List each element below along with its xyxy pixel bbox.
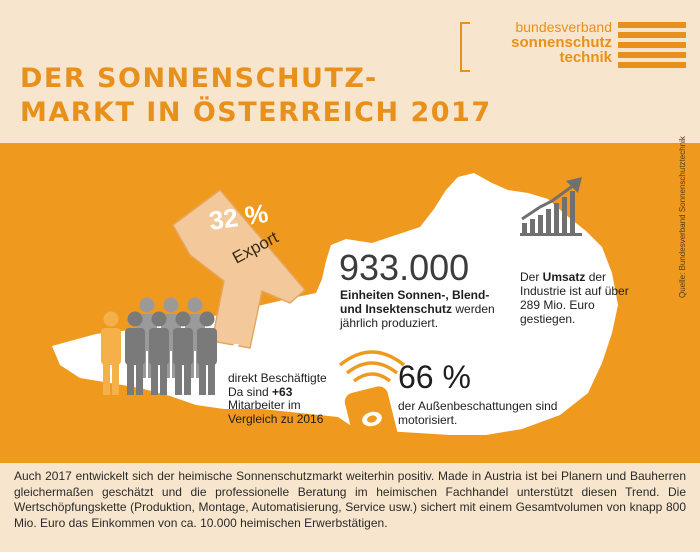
revenue-value: +6 % <box>518 236 578 266</box>
brand-logo: bundesverband sonnenschutz technik <box>460 19 690 74</box>
title-line-2: MARKT IN ÖSTERREICH 2017 <box>20 97 492 128</box>
units-description: Einheiten Sonnen-, Blend- und Insektensc… <box>340 288 500 330</box>
export-stat: 32 % Export <box>164 190 314 340</box>
employees-text-pre: Da sind <box>228 384 273 399</box>
employees-text-post: Mitarbeiter im Vergleich zu 2016 <box>228 398 324 426</box>
employees-bold-text: +63 <box>272 384 293 399</box>
export-value: 32 % <box>207 198 270 236</box>
motorized-value: 66 % <box>398 359 471 395</box>
logo-line-1: bundesverband <box>515 19 612 35</box>
growth-chart-icon <box>520 177 582 236</box>
employees-line-1: direkt Beschäftigte <box>228 371 327 385</box>
logo-line-3: technik <box>559 49 612 66</box>
page-title: DER SONNENSCHUTZ- MARKT IN ÖSTERREICH 20… <box>20 62 492 130</box>
motorized-description: der Außenbeschattungen sind motorisiert. <box>398 399 558 427</box>
source-note: Quelle: Bundesverband Sonnenschutztechni… <box>678 136 687 298</box>
header: DER SONNENSCHUTZ- MARKT IN ÖSTERREICH 20… <box>0 0 700 143</box>
icons-layer <box>101 177 582 448</box>
units-value: 933.000 <box>339 247 470 288</box>
people-icon <box>101 297 217 395</box>
title-line-1: DER SONNENSCHUTZ- <box>20 63 378 94</box>
remote-control-icon <box>338 350 406 448</box>
footer-text: Auch 2017 entwickelt sich der heimische … <box>14 469 686 530</box>
employees-value: 1.715 <box>228 338 299 369</box>
logo-line-2: sonnenschutz <box>511 34 612 51</box>
up-arrow-icon <box>172 188 307 349</box>
revenue-description: Der Umsatz der Industrie ist auf über 28… <box>520 270 630 326</box>
logo-text: bundesverband sonnenschutz technik <box>474 19 612 66</box>
logo-bracket <box>460 22 470 72</box>
logo-bars-icon <box>618 22 686 72</box>
units-bold-text: Einheiten Sonnen-, Blend- und Insektensc… <box>340 288 490 316</box>
employees-description: direkt Beschäftigte Da sind +63 Mitarbei… <box>228 371 348 426</box>
revenue-text-post: der Industrie ist auf über 289 Mio. Euro… <box>520 270 629 326</box>
revenue-text-pre: Der <box>520 270 543 284</box>
infographic-panel: Quelle: Bundesverband Sonnenschutztechni… <box>0 136 700 463</box>
units-text: werden jährlich produziert. <box>340 302 495 330</box>
export-label: Export <box>229 227 282 268</box>
revenue-bold-text: Umsatz <box>542 270 586 284</box>
